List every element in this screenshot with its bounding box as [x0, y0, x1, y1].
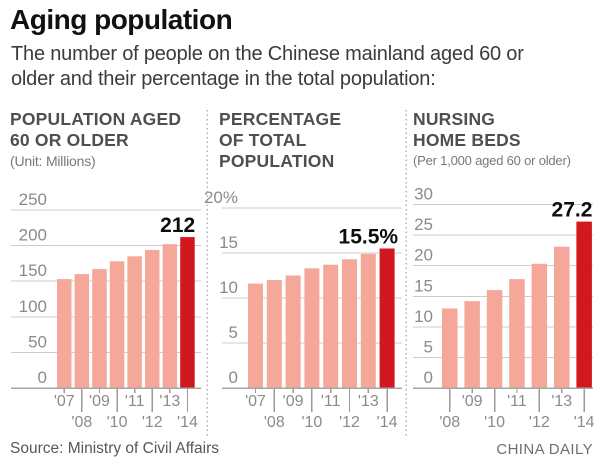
y-tick-label: 15 [219, 233, 238, 252]
bar [442, 308, 458, 388]
value-label: 15.5% [339, 226, 399, 249]
chart3-title: NURSING HOME BEDS [413, 109, 521, 151]
y-tick-label: 5 [229, 323, 238, 342]
y-tick-label: 15 [414, 276, 433, 295]
y-tick-label: 10 [219, 278, 238, 297]
y-tick-label: 30 [414, 185, 433, 204]
x-tick-label: '10 [484, 414, 505, 431]
chart1-unit: (Unit: Millions) [10, 153, 96, 169]
value-label: 212 [160, 214, 195, 237]
bar [92, 269, 107, 388]
chart2-title-line-1: PERCENTAGE [219, 109, 342, 129]
x-tick-label: '09 [89, 393, 110, 410]
x-tick-label: '13 [551, 393, 572, 410]
highlight-bar [576, 221, 592, 388]
bar [57, 279, 72, 388]
x-tick-label: '11 [125, 393, 145, 410]
bar [145, 249, 160, 388]
bar [531, 263, 548, 388]
chart2-title: PERCENTAGE OF TOTAL POPULATION [219, 109, 341, 172]
y-tick-label: 0 [424, 368, 433, 387]
bar [342, 259, 357, 388]
x-tick-label: '14 [574, 414, 595, 431]
bar [486, 290, 503, 388]
y-tick-label: 0 [38, 368, 47, 387]
value-label: 27.2 [552, 199, 593, 222]
y-tick-label: 5 [424, 337, 433, 356]
subtitle: The number of people on the Chinese main… [11, 42, 524, 92]
x-tick-label: '11 [321, 393, 341, 410]
x-tick-label: '08 [439, 414, 460, 431]
x-tick-label: '12 [142, 414, 163, 431]
x-tick-label: '14 [177, 414, 198, 431]
page-title: Aging population [10, 4, 233, 35]
subtitle-line-1: The number of people on the Chinese main… [11, 43, 524, 65]
y-tick-label: 10 [414, 307, 433, 326]
x-tick-label: '08 [264, 414, 285, 431]
bar [554, 246, 570, 388]
highlight-bar [180, 237, 195, 388]
highlight-bar [379, 248, 395, 388]
publisher-credit: CHINA DAILY [496, 441, 593, 458]
bar [360, 253, 376, 388]
x-tick-label: '13 [358, 393, 379, 410]
x-tick-label: '14 [377, 414, 398, 431]
chart3-title-line-2: HOME BEDS [413, 130, 521, 150]
bar [464, 301, 480, 388]
x-tick-label: '09 [462, 393, 483, 410]
x-tick-label: '08 [71, 414, 92, 431]
bar [266, 280, 282, 388]
chart2-title-line-3: POPULATION [219, 151, 335, 171]
y-tick-label: 0 [229, 368, 238, 387]
x-tick-label: '09 [283, 393, 304, 410]
x-tick-label: '12 [529, 414, 550, 431]
y-tick-label: 100 [19, 297, 47, 316]
chart3-unit: (Per 1,000 aged 60 or older) [413, 153, 571, 168]
chart1-title-line-1: POPULATION AGED [10, 109, 182, 129]
bar [509, 279, 525, 388]
bar [162, 244, 178, 388]
x-tick-label: '10 [107, 414, 128, 431]
bar [285, 275, 301, 388]
bar [304, 268, 320, 388]
chart1-title-line-2: 60 OR OLDER [10, 130, 129, 150]
x-tick-label: '10 [301, 414, 322, 431]
y-tick-label: 20% [204, 188, 238, 207]
chart1-title: POPULATION AGED 60 OR OLDER [10, 109, 181, 151]
bar [248, 283, 263, 388]
chart3-title-line-1: NURSING [413, 109, 496, 129]
chart2-title-line-2: OF TOTAL [219, 130, 307, 150]
subtitle-line-2: older and their percentage in the total … [11, 68, 436, 90]
y-tick-label: 25 [414, 215, 433, 234]
bar [323, 264, 339, 388]
x-tick-label: '07 [54, 393, 75, 410]
x-tick-label: '07 [245, 393, 266, 410]
y-tick-label: 150 [19, 261, 47, 280]
x-tick-label: '13 [159, 393, 180, 410]
x-tick-label: '12 [339, 414, 360, 431]
source-attribution: Source: Ministry of Civil Affairs [10, 440, 220, 457]
bar [127, 256, 142, 388]
y-tick-label: 200 [19, 226, 47, 245]
y-tick-label: 50 [28, 332, 47, 351]
y-tick-label: 20 [414, 246, 433, 265]
bar [109, 261, 125, 388]
y-tick-label: 250 [19, 190, 47, 209]
x-tick-label: '11 [507, 393, 527, 410]
bar [74, 274, 90, 388]
